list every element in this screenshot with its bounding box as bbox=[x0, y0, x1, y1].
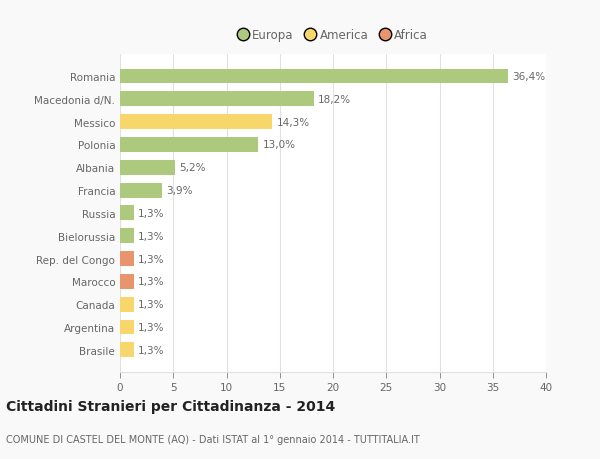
Bar bbox=[120, 183, 161, 198]
Bar bbox=[120, 115, 272, 130]
Bar bbox=[120, 297, 134, 312]
Text: 3,9%: 3,9% bbox=[166, 186, 192, 196]
Bar bbox=[120, 69, 508, 84]
Text: 5,2%: 5,2% bbox=[179, 163, 206, 173]
Text: 1,3%: 1,3% bbox=[138, 231, 164, 241]
Text: 13,0%: 13,0% bbox=[263, 140, 296, 150]
Bar bbox=[120, 161, 175, 175]
Bar bbox=[120, 274, 134, 289]
Bar bbox=[120, 342, 134, 358]
Bar bbox=[120, 229, 134, 244]
Bar bbox=[120, 252, 134, 266]
Text: 1,3%: 1,3% bbox=[138, 254, 164, 264]
Text: 1,3%: 1,3% bbox=[138, 277, 164, 287]
Text: 1,3%: 1,3% bbox=[138, 345, 164, 355]
Bar bbox=[120, 320, 134, 335]
Text: 1,3%: 1,3% bbox=[138, 322, 164, 332]
Text: 1,3%: 1,3% bbox=[138, 208, 164, 218]
Legend: Europa, America, Africa: Europa, America, Africa bbox=[238, 29, 428, 42]
Text: 1,3%: 1,3% bbox=[138, 299, 164, 309]
Bar bbox=[120, 206, 134, 221]
Text: 14,3%: 14,3% bbox=[277, 118, 310, 128]
Text: COMUNE DI CASTEL DEL MONTE (AQ) - Dati ISTAT al 1° gennaio 2014 - TUTTITALIA.IT: COMUNE DI CASTEL DEL MONTE (AQ) - Dati I… bbox=[6, 434, 420, 444]
Bar bbox=[120, 138, 259, 152]
Text: Cittadini Stranieri per Cittadinanza - 2014: Cittadini Stranieri per Cittadinanza - 2… bbox=[6, 399, 335, 413]
Text: 18,2%: 18,2% bbox=[318, 95, 351, 105]
Text: 36,4%: 36,4% bbox=[512, 72, 545, 82]
Bar bbox=[120, 92, 314, 107]
